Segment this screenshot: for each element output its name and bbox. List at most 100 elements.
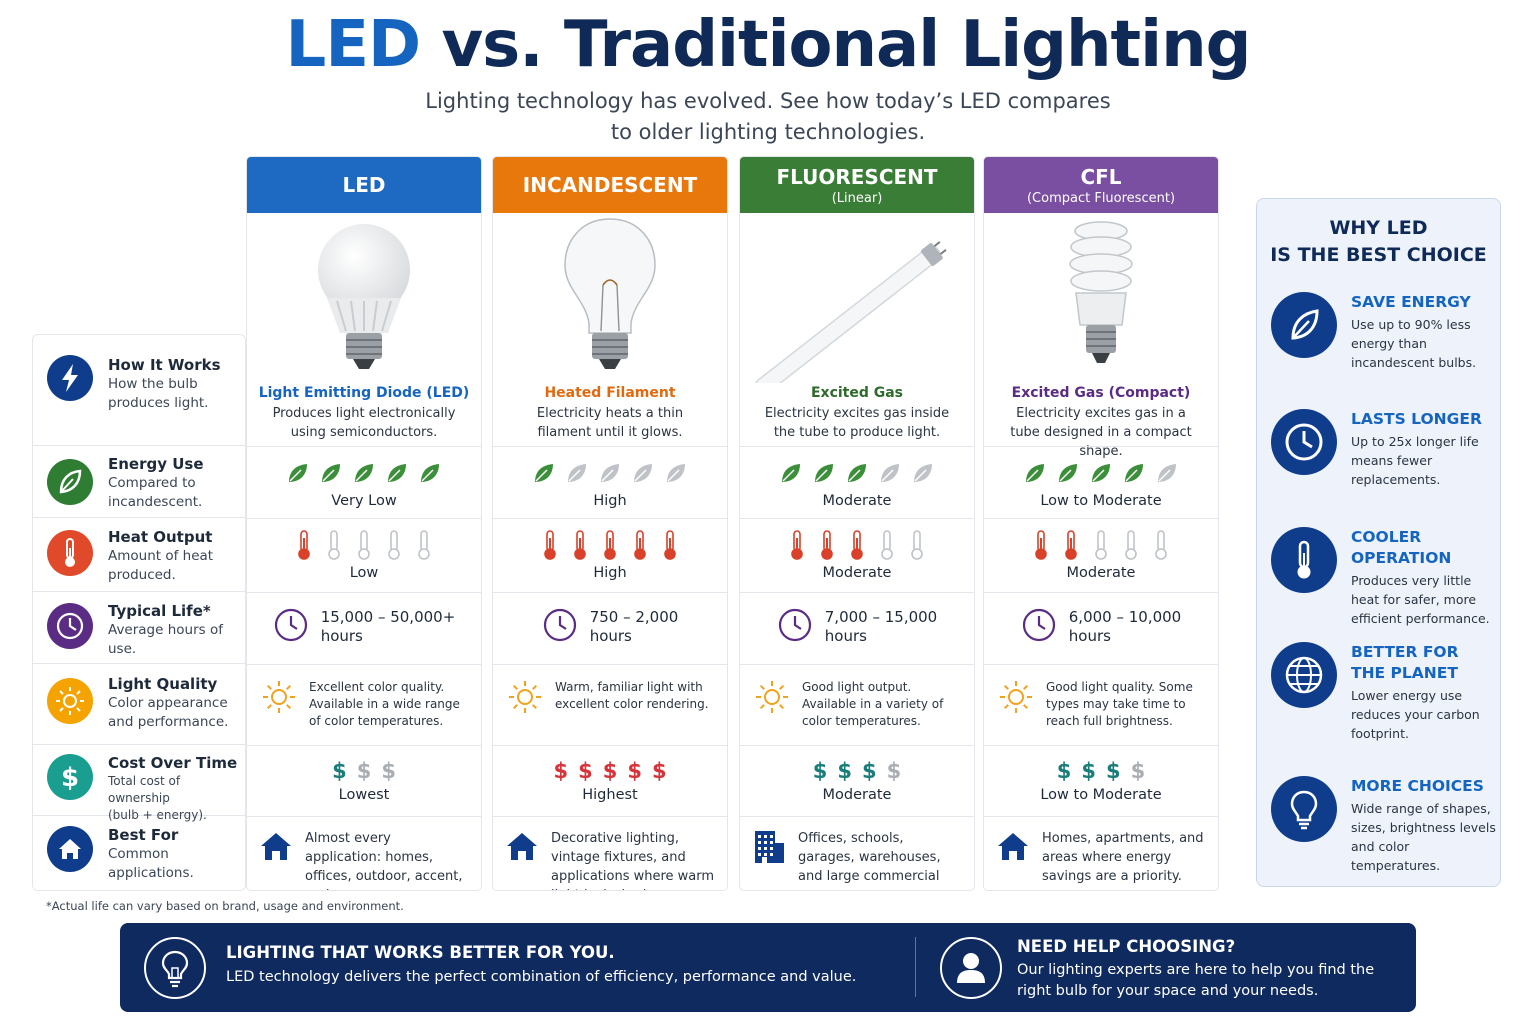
leaf-icon [1089,461,1113,485]
dollar-icon: $ [553,759,569,783]
leaf-icon [845,461,869,485]
house-icon [996,829,1030,867]
row-labels-column: How It Works How the bulb produces light… [32,334,246,891]
energy-use-cell: Very Low [247,446,481,518]
column-header: INCANDESCENT [493,157,727,213]
cost-rating: Lowest [338,787,390,803]
banner-right-desc: Our lighting experts are here to help yo… [1017,962,1375,999]
column-header: CFL (Compact Fluorescent) [984,157,1218,213]
thermometer-icon [1063,529,1079,561]
thermometer-icon [909,529,925,561]
why-item-desc: Use up to 90% less energy than incandesc… [1351,317,1477,370]
lightning-icon [47,355,93,401]
svg-text:$: $ [61,763,79,793]
thermometer-icon [1123,529,1139,561]
dollar-icon: $ [602,759,618,783]
column-incandescent: INCANDESCENT Heated Filament Electricity h… [492,156,728,891]
thermometer-icon [632,529,648,561]
banner-right-title: NEED HELP CHOOSING? [1017,937,1236,956]
heat-output-cell: Low [247,518,481,592]
thermometer-icon [386,529,402,561]
heat-rating: Moderate [1066,565,1136,581]
banner-divider [915,937,916,997]
cost-over-time-cell: $ $ $ $ $ Highest [493,745,727,816]
leaf-icon [1155,461,1179,485]
dollar-icon: $ [886,759,902,783]
led-bulb-image [247,213,481,383]
thermometer-icon [542,529,558,561]
leaf-icon [47,459,93,505]
banner-left-title: LIGHTING THAT WORKS BETTER FOR YOU. [226,943,615,962]
cost-over-time-cell: $ $ $ $ Low to Moderate [984,745,1218,816]
why-item-desc: Wide range of shapes, sizes, brightness … [1351,801,1496,873]
leaf-icon [1056,461,1080,485]
dollar-icon: $ [1056,759,1072,783]
cost-rating: Low to Moderate [1040,787,1162,803]
leaf-icon [1271,292,1337,358]
how-it-works-cell: Excited Gas (Compact) Electricity excites… [1010,385,1192,459]
row-label-how-it-works: How It Works How the bulb produces light… [33,335,245,446]
sun-icon [507,679,543,719]
dollar-icon: $ [356,759,372,783]
thermometer-icon [416,529,432,561]
thermometer-icon [296,529,312,561]
user-icon [940,937,1002,999]
how-it-works-cell: Light Emitting Diode (LED) Produces light… [258,385,470,440]
typical-life-cell: 7,000 – 15,000 hours [740,592,974,664]
sun-icon [754,679,790,719]
thermometer-icon [1033,529,1049,561]
leaf-icon [352,461,376,485]
thermometer-icon [572,529,588,561]
cost-rating: Highest [582,787,638,803]
sun-icon [261,679,297,719]
fluorescent-tube-image [740,213,974,396]
leaf-icon [565,461,589,485]
thermometer-icon [356,529,372,561]
thermometer-icon [819,529,835,561]
banner-left-desc: LED technology delivers the perfect comb… [226,969,857,985]
leaf-icon [532,461,556,485]
leaf-icon [598,461,622,485]
sun-icon [47,678,93,724]
leaf-icon [286,461,310,485]
dollar-icon: $ [627,759,642,783]
leaf-icon [812,461,836,485]
best-for-cell: Homes, apartments, and areas where energ… [984,816,1218,890]
thermometer-icon [1271,527,1337,593]
why-item-title: COOLER OPERATION [1351,528,1452,567]
page-title: LED vs. Traditional Lighting [285,8,1252,82]
why-led-title: WHY LED IS THE BEST CHOICE [1270,217,1487,266]
why-item-desc: Produces very little heat for safer, mor… [1351,573,1490,626]
why-item-title: MORE CHOICES [1351,777,1484,795]
house-icon [505,829,539,867]
leaf-icon [631,461,655,485]
leaf-icon [385,461,409,485]
office-building-icon [752,829,786,869]
lightbulb-icon [1271,776,1337,842]
leaf-icon [418,461,442,485]
row-label-heat-output: Heat Output Amount of heat produced. [33,518,245,592]
energy-use-cell: Low to Moderate [984,446,1218,518]
light-quality-cell: Warm, familiar light with excellent colo… [493,664,727,745]
best-for-cell: Almost every application: homes, offices… [247,816,481,890]
dollar-icon: $ [862,759,877,783]
cost-over-time-cell: $ $ $ $ Moderate [740,745,974,816]
thermometer-icon [662,529,678,561]
energy-rating: Low to Moderate [1040,493,1162,509]
dollar-icon: $ [578,759,593,783]
dollar-icon: $ [651,759,667,783]
heat-output-cell: Moderate [740,518,974,592]
energy-rating: Very Low [331,493,397,509]
best-for-cell: Decorative lighting, vintage fixtures, a… [493,816,727,890]
thermometer-icon [602,529,618,561]
energy-rating: Moderate [822,493,892,509]
clock-icon [1021,607,1057,647]
how-it-works-cell: Excited Gas Electricity excites gas insid… [764,385,950,440]
clock-icon [542,607,578,647]
heat-rating: Low [349,565,379,581]
heat-output-cell: Moderate [984,518,1218,592]
how-it-works-cell: Heated Filament Electricity heats a thin … [536,385,684,440]
why-item-title: LASTS LONGER [1351,410,1482,428]
why-item-desc: Lower energy use reduces your carbon foo… [1351,688,1480,741]
bottom-banner: LIGHTING THAT WORKS BETTER FOR YOU. LED … [120,923,1416,1012]
